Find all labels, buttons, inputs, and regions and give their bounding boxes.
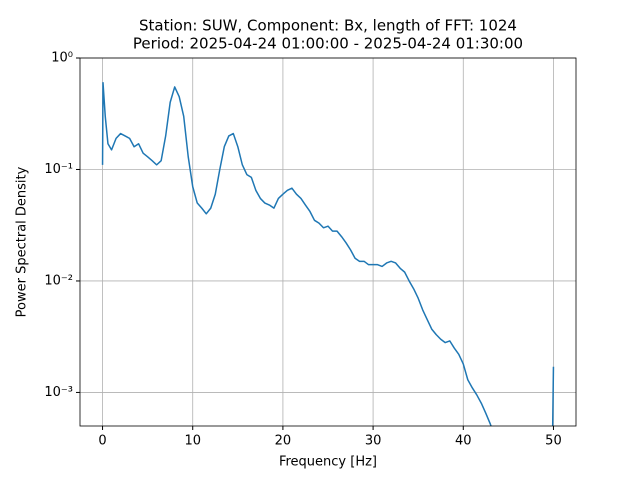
y-tick-label: 10⁻² xyxy=(44,273,73,288)
y-tick-label: 10⁻¹ xyxy=(44,162,73,177)
y-axis-label: Power Spectral Density xyxy=(15,166,30,317)
x-tick-label: 10 xyxy=(184,434,201,449)
data-line xyxy=(101,81,555,426)
x-axis-label: Frequency [Hz] xyxy=(279,455,377,470)
x-tick-label: 50 xyxy=(545,434,562,449)
x-tick-label: 20 xyxy=(275,434,292,449)
plot-area xyxy=(101,81,555,426)
axes-frame xyxy=(79,57,577,427)
x-tick-label: 40 xyxy=(455,434,472,449)
chart-subtitle: Period: 2025-04-24 01:00:00 - 2025-04-24… xyxy=(133,35,523,53)
x-tick-label: 0 xyxy=(98,434,106,449)
y-tick-label: 10⁰ xyxy=(51,51,73,66)
y-tick-label: 10⁻³ xyxy=(44,385,73,400)
x-tick-label: 30 xyxy=(365,434,382,449)
chart-title: Station: SUW, Component: Bx, length of F… xyxy=(139,17,517,35)
